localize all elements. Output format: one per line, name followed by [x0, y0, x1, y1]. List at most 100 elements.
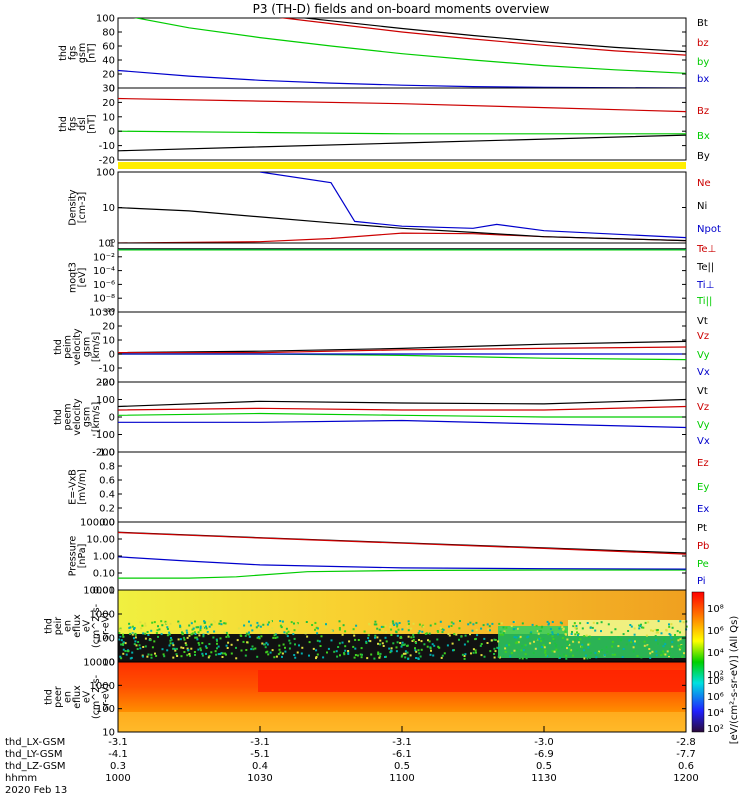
- legend-fgs-gsm-by: by: [697, 57, 709, 68]
- y-tick-label-peim-velocity: -20: [99, 378, 115, 389]
- spectrogram-speckle: [627, 630, 630, 632]
- spectrogram-speckle: [374, 636, 376, 639]
- spectrogram-speckle: [400, 655, 403, 658]
- spectrogram-speckle: [168, 644, 171, 647]
- spectrogram-speckle: [512, 621, 515, 623]
- y-axis-label-peir-spec: eV: [82, 619, 93, 632]
- spectrogram-speckle: [171, 642, 174, 645]
- spectrogram-speckle: [266, 643, 269, 646]
- spectrogram-speckle: [497, 655, 500, 658]
- spectrogram-speckle: [298, 644, 300, 647]
- spectrogram-speckle: [244, 634, 247, 637]
- spectrogram-speckle: [675, 637, 678, 640]
- spectrogram-speckle: [343, 653, 346, 656]
- spectrogram-speckle: [611, 640, 614, 643]
- spectrogram-speckle: [451, 642, 454, 645]
- spectrogram-speckle: [611, 653, 614, 656]
- spectrogram-speckle: [537, 632, 540, 635]
- spectrogram-speckle: [625, 643, 628, 646]
- y-axis-label-fgs-dsl: [nT]: [86, 114, 97, 133]
- spectrogram-speckle: [483, 637, 486, 640]
- series-line-peem-velocity-Vt: [118, 398, 686, 408]
- spectrogram-speckle: [128, 622, 131, 625]
- spectrogram-speckle: [166, 649, 169, 652]
- spectrogram-speckle: [415, 657, 418, 659]
- spectrogram-speckle: [215, 653, 218, 656]
- spectrogram-speckle: [139, 647, 142, 650]
- spectrogram-speckle: [671, 641, 674, 644]
- spectrogram-speckle: [480, 643, 483, 645]
- spectrogram-speckle: [184, 642, 187, 645]
- x-row-value: -4.1: [108, 749, 128, 760]
- spectrogram-speckle: [538, 630, 541, 633]
- spectrogram-speckle: [617, 645, 620, 648]
- spectrogram-speckle: [122, 652, 125, 655]
- spectrogram-speckle: [391, 620, 394, 623]
- y-tick-label-moqt3: 10⁻⁸: [93, 294, 115, 305]
- spectrogram-speckle: [129, 626, 132, 629]
- spectrogram-speckle: [633, 627, 636, 630]
- y-axis-label-fgs-gsm: fgs: [67, 46, 78, 60]
- spectrogram-speckle: [509, 655, 512, 658]
- spectrogram-speckle: [657, 631, 660, 634]
- spectrogram-speckle: [505, 644, 508, 647]
- spectrogram-speckle: [128, 629, 131, 632]
- spectrogram-speckle: [389, 651, 392, 654]
- spectrogram-speckle: [218, 622, 221, 625]
- spectrogram-speckle: [190, 633, 193, 636]
- spectrogram-speckle: [496, 646, 499, 649]
- spectrogram-speckle: [655, 650, 658, 653]
- x-row-value: -7.7: [676, 749, 696, 760]
- spectrogram-speckle: [404, 650, 407, 653]
- spectrogram-speckle: [668, 623, 670, 626]
- spectrogram-speckle: [247, 624, 250, 627]
- spectrogram-speckle: [293, 622, 295, 625]
- spectrogram-speckle: [399, 642, 402, 644]
- y-axis-label-moqt3: [eV]: [77, 268, 88, 288]
- y-tick-label-peem-velocity: -100: [92, 430, 115, 441]
- spectrogram-speckle: [652, 629, 654, 632]
- spectrogram-speckle: [217, 653, 220, 656]
- spectrogram-speckle: [199, 627, 202, 630]
- spectrogram-speckle: [407, 635, 410, 638]
- spectrogram-speckle: [308, 641, 311, 644]
- spectrogram-speckle: [396, 625, 399, 628]
- spectrogram-speckle: [330, 630, 333, 632]
- spectrogram-speckle: [153, 621, 156, 624]
- x-row-value: 1130: [531, 773, 556, 784]
- spectrogram-speckle: [384, 636, 387, 639]
- spectrogram-speckle: [415, 650, 418, 653]
- y-axis-label-peir-spec: eflux: [72, 614, 83, 638]
- spectrogram-speckle: [278, 648, 281, 651]
- spectrogram-hot-band: [258, 670, 686, 692]
- spectrogram-speckle: [417, 649, 420, 652]
- spectrogram-speckle: [677, 639, 680, 642]
- y-axis-label-peem-velocity: velocity: [72, 398, 83, 436]
- spectrogram-speckle: [224, 622, 227, 625]
- legend-efield-Ex: Ex: [697, 504, 709, 515]
- spectrogram-speckle: [296, 622, 299, 625]
- spectrogram-speckle: [640, 623, 642, 626]
- spectrogram-speckle: [452, 622, 455, 625]
- spectrogram-speckle: [252, 648, 255, 651]
- spectrogram-speckle: [384, 656, 386, 658]
- spectrogram-speckle: [275, 655, 278, 658]
- spectrogram-speckle: [638, 627, 641, 630]
- y-axis-label-fgs-gsm: gsm: [77, 43, 88, 63]
- legend-peem-velocity-Vy: Vy: [697, 420, 710, 431]
- spectrogram-speckle: [147, 653, 150, 656]
- colorbar-units: [eV/(cm²-s-sr-eV)] (All Qs): [729, 616, 740, 745]
- spectrogram-speckle: [376, 627, 379, 630]
- spectrogram-speckle: [120, 639, 123, 642]
- y-tick-label-peer-spec: 1000: [90, 681, 115, 692]
- legend-moqt3-Te||: Te||: [696, 262, 714, 273]
- spectrogram-speckle: [216, 642, 218, 645]
- spectrogram-speckle: [311, 624, 314, 626]
- spectrogram-speckle: [554, 645, 557, 648]
- spectrogram-speckle: [591, 626, 594, 629]
- spectrogram-speckle: [402, 652, 405, 655]
- spectrogram-speckle: [566, 647, 568, 650]
- spectrogram-speckle: [645, 634, 648, 637]
- spectrogram-speckle: [144, 632, 147, 635]
- chart-title: P3 (TH-D) fields and on-board moments ov…: [253, 2, 550, 16]
